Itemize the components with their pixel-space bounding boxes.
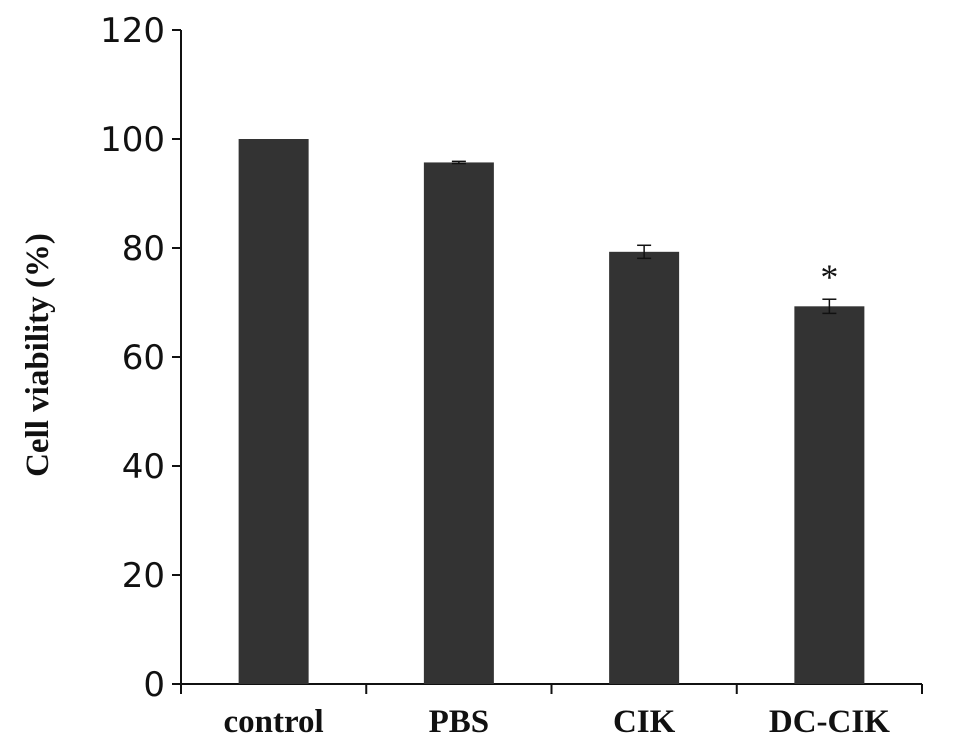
bar xyxy=(794,306,865,684)
category-label: control xyxy=(224,704,324,740)
bar xyxy=(238,139,309,684)
y-tick-label: 80 xyxy=(122,229,165,269)
labels: 0 20 40 60 80 100 120 control PBS CIK DC-CIK * xyxy=(100,11,890,740)
category-label: DC-CIK xyxy=(769,704,890,740)
y-tick-label: 120 xyxy=(100,11,165,51)
y-tick-label: 40 xyxy=(122,447,165,487)
y-axis-title: Cell viability (%) xyxy=(20,233,56,477)
bar xyxy=(609,251,680,684)
y-tick-label: 0 xyxy=(143,665,165,705)
bar xyxy=(423,162,494,684)
category-label: PBS xyxy=(429,704,490,740)
category-label: CIK xyxy=(613,704,676,740)
y-tick-label: 60 xyxy=(122,338,165,378)
y-tick-label: 100 xyxy=(100,120,165,160)
y-tick-label: 20 xyxy=(122,556,165,596)
bars xyxy=(238,139,865,684)
significance-marker: * xyxy=(820,257,838,297)
